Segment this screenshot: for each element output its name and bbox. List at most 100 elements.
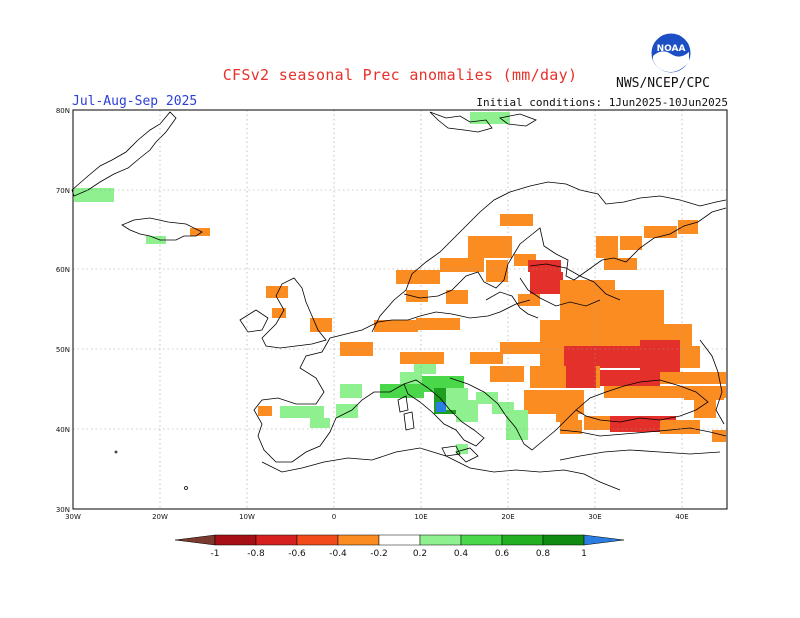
anomaly-cell xyxy=(566,366,596,388)
anomaly-cell xyxy=(476,392,498,404)
anomaly-cell xyxy=(596,236,618,258)
anomaly-cell xyxy=(620,236,642,250)
anomaly-cell xyxy=(456,400,478,422)
anomaly-cell xyxy=(660,420,700,434)
anomaly-cell xyxy=(604,258,637,270)
anomaly-cell xyxy=(614,290,664,324)
anomaly-cell xyxy=(506,410,528,440)
colorbar-min-arrow xyxy=(174,534,216,546)
colorbar-segment xyxy=(378,534,421,546)
anomaly-cell xyxy=(456,444,468,454)
anomaly-cell xyxy=(490,366,524,382)
anomaly-cell xyxy=(400,352,444,364)
colorbar-segment xyxy=(460,534,503,546)
colorbar xyxy=(174,534,625,546)
colorbar-segment xyxy=(419,534,462,546)
lon-tick-labels: 30W 20W 10W 0 10E 20E 30E 40E xyxy=(65,513,689,521)
anomaly-cell xyxy=(340,384,362,398)
anomaly-cell xyxy=(258,406,272,416)
anomaly-cell xyxy=(528,260,561,272)
anomaly-cell xyxy=(336,404,358,418)
colorbar-label: 1 xyxy=(581,549,587,559)
chart-title: CFSv2 seasonal Prec anomalies (mm/day) xyxy=(222,66,578,84)
anomaly-cell xyxy=(446,290,468,304)
anomaly-cell xyxy=(396,270,440,284)
anomaly-cell xyxy=(486,260,508,282)
lon-tick-label: 10E xyxy=(414,513,427,521)
colorbar-label: -0.8 xyxy=(247,549,265,559)
anomaly-cell xyxy=(678,220,698,234)
anomaly-cell xyxy=(280,406,324,418)
anomaly-cell xyxy=(712,430,726,442)
forecast-period: Jul-Aug-Sep 2025 xyxy=(72,94,198,109)
anomaly-cell xyxy=(540,346,564,368)
lon-tick-label: 30W xyxy=(65,513,81,521)
colorbar-label: 0.6 xyxy=(495,549,510,559)
lon-tick-label: 30E xyxy=(588,513,601,521)
anomaly-cell xyxy=(600,370,660,386)
colorbar-segment xyxy=(501,534,544,546)
anomaly-cell xyxy=(74,188,114,202)
anomaly-cell xyxy=(530,272,563,294)
colorbar-max-arrow xyxy=(583,534,625,546)
anomaly-cell xyxy=(436,402,446,412)
lat-tick-label: 40N xyxy=(56,426,70,434)
logo-text: NOAA xyxy=(657,44,686,54)
anomaly-cell xyxy=(500,342,540,354)
colorbar-label: -0.4 xyxy=(329,549,347,559)
colorbar-label: 0.2 xyxy=(413,549,427,559)
colorbar-label: 0.8 xyxy=(536,549,551,559)
map-frame xyxy=(72,109,728,510)
anomaly-cell xyxy=(400,372,422,384)
lat-tick-label: 80N xyxy=(56,107,70,115)
colorbar-label: -0.6 xyxy=(288,549,306,559)
anomaly-cell xyxy=(604,386,684,398)
anomaly-cell xyxy=(564,346,641,368)
lat-tick-label: 50N xyxy=(56,346,70,354)
anomaly-cell xyxy=(380,384,424,398)
anomaly-cell xyxy=(440,258,484,272)
anomaly-cell xyxy=(644,226,677,238)
anomaly-cell xyxy=(468,236,512,258)
anomaly-cells xyxy=(74,112,726,454)
lat-tick-labels: 80N 70N 60N 50N 40N 30N xyxy=(56,107,70,514)
lon-tick-label: 40E xyxy=(675,513,688,521)
lat-tick-label: 60N xyxy=(56,266,70,274)
colorbar-label: -0.2 xyxy=(370,549,388,559)
anomaly-cell xyxy=(470,112,510,124)
colorbar-segment xyxy=(296,534,339,546)
initial-conditions: Initial conditions: 1Jun2025-10Jun2025 xyxy=(476,96,728,109)
anomaly-cell xyxy=(560,280,615,324)
coastlines xyxy=(71,111,727,491)
anomaly-cell xyxy=(414,364,436,374)
colorbar-label: 0.4 xyxy=(454,549,469,559)
anomaly-cell xyxy=(190,228,210,236)
anomaly-cell xyxy=(406,290,428,302)
colorbar-segment xyxy=(214,534,257,546)
anomaly-cell xyxy=(680,346,700,368)
lat-tick-label: 70N xyxy=(56,187,70,195)
anomaly-cell xyxy=(272,308,286,318)
anomaly-cell xyxy=(374,320,418,332)
anomaly-cell xyxy=(416,318,460,330)
anomaly-cell xyxy=(146,236,166,244)
colorbar-labels: -1 -0.8 -0.6 -0.4 -0.2 0.2 0.4 0.6 0.8 1 xyxy=(211,549,587,559)
colorbar-segment xyxy=(255,534,298,546)
graticule xyxy=(73,110,727,509)
agency-label: NWS/NCEP/CPC xyxy=(616,76,710,91)
anomaly-cell xyxy=(310,318,332,332)
lat-tick-label: 30N xyxy=(56,506,70,514)
lon-tick-label: 10W xyxy=(239,513,255,521)
lon-tick-label: 0 xyxy=(332,513,336,521)
anomaly-cell xyxy=(500,214,533,226)
colorbar-label: -1 xyxy=(211,549,220,559)
noaa-logo: NOAA xyxy=(650,32,692,74)
anomaly-cell xyxy=(266,286,288,298)
anomaly-cell xyxy=(660,372,726,384)
lon-tick-label: 20W xyxy=(152,513,168,521)
colorbar-segment xyxy=(337,534,380,546)
anomaly-cell xyxy=(470,352,503,364)
lon-tick-label: 20E xyxy=(501,513,514,521)
anomaly-cell xyxy=(540,320,606,350)
